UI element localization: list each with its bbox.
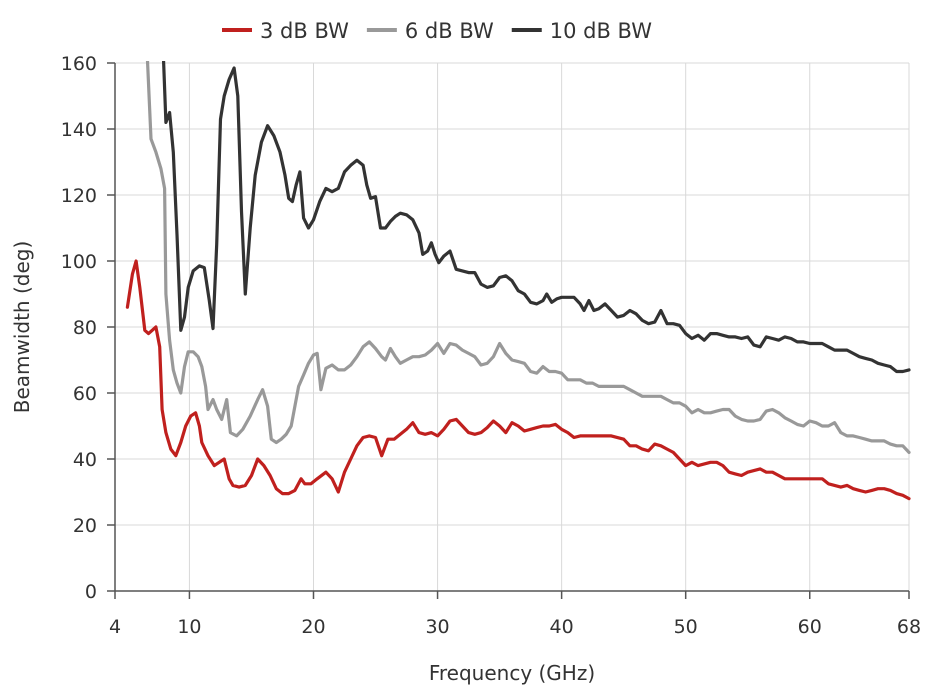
x-tick-label: 40 [550, 616, 574, 638]
y-tick-label: 60 [73, 383, 97, 405]
x-tick-label: 20 [301, 616, 325, 638]
x-tick-label: 10 [177, 616, 201, 638]
series-line-2 [145, 61, 911, 454]
y-tick-label: 100 [61, 251, 97, 273]
legend-label: 6 dB BW [405, 19, 494, 43]
x-tick-label: 68 [897, 616, 921, 638]
grid-lines [115, 62, 910, 591]
axes [107, 62, 910, 599]
y-tick-label: 160 [61, 53, 97, 75]
series-line-1 [125, 259, 911, 501]
y-tick-label: 0 [85, 581, 97, 603]
x-tick-label: 50 [674, 616, 698, 638]
y-tick-label: 140 [61, 119, 97, 141]
tick-labels: 0 20 40 60 80 100 120 140 160 4 10 20 30 40 50 60 68 [61, 53, 921, 638]
x-axis-title: Frequency (GHz) [429, 661, 595, 685]
y-tick-label: 120 [61, 185, 97, 207]
y-tick-label: 20 [73, 515, 97, 537]
series-lines [125, 61, 911, 501]
legend: 3 dB BW 6 dB BW 10 dB BW [222, 19, 652, 43]
legend-label: 10 dB BW [550, 19, 652, 43]
x-tick-label: 30 [425, 616, 449, 638]
x-tick-label: 60 [798, 616, 822, 638]
y-axis-title: Beamwidth (deg) [10, 241, 34, 414]
y-tick-label: 40 [73, 449, 97, 471]
y-tick-label: 80 [73, 317, 97, 339]
x-tick-label: 4 [109, 616, 121, 638]
series-line-3 [161, 61, 911, 374]
legend-label: 3 dB BW [260, 19, 349, 43]
